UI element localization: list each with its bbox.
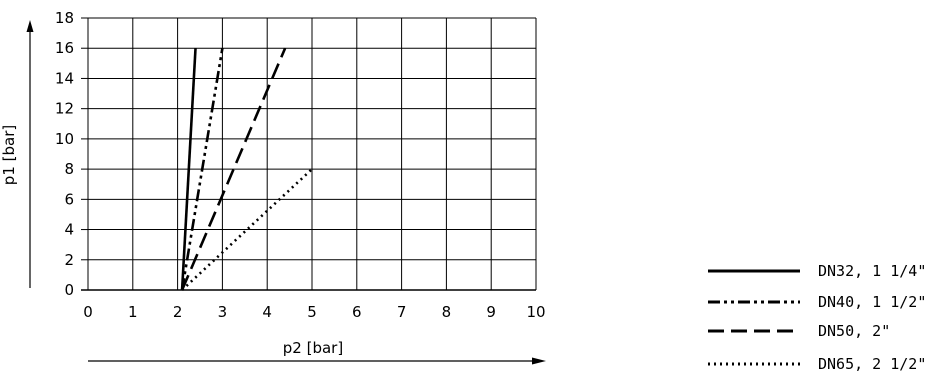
y-axis-arrowhead [26,20,34,32]
legend-item: DN40, 1 1/2" [708,293,926,311]
legend-label: DN40, 1 1/2" [818,293,926,311]
legend-label: DN32, 1 1/4" [818,262,926,280]
x-tick-label: 4 [262,303,272,321]
x-tick-label: 7 [397,303,407,321]
legend-item: DN50, 2" [708,322,890,340]
x-axis-title: p2 [bar] [283,339,343,357]
y-axis-title: p1 [bar] [0,125,18,185]
series-line-solid [180,48,197,291]
y-tick-label: 6 [64,190,74,208]
y-tick-label: 0 [64,281,74,299]
x-axis-arrowhead [532,357,546,365]
y-tick-label: 18 [55,9,74,27]
x-tick-label: 10 [526,303,545,321]
y-tick-label: 10 [55,130,74,148]
y-tick-label: 8 [64,160,74,178]
series-lines [180,47,313,291]
legend-item: DN32, 1 1/4" [708,262,926,280]
x-tick-label: 9 [486,303,496,321]
y-tick-label: 16 [55,39,74,57]
x-tick-label: 3 [218,303,228,321]
x-tick-label: 2 [173,303,183,321]
legend: DN32, 1 1/4" DN40, 1 1/2" DN50, 2" DN65,… [708,262,926,373]
y-tick-label: 4 [64,221,74,239]
series-line-dash-dot-dot [180,48,224,291]
x-tick-label: 5 [307,303,317,321]
legend-label: DN65, 2 1/2" [818,355,926,373]
y-tick-label: 14 [55,69,74,87]
y-tick-label: 12 [55,100,74,118]
legend-label: DN50, 2" [818,322,890,340]
grid [81,17,537,291]
x-tick-label: 0 [83,303,93,321]
series-line-dashed [180,47,287,291]
legend-item: DN65, 2 1/2" [708,355,926,373]
x-tick-label: 1 [128,303,138,321]
y-tick-label: 2 [64,251,74,269]
x-tick-label: 6 [352,303,362,321]
x-tick-label: 8 [442,303,452,321]
